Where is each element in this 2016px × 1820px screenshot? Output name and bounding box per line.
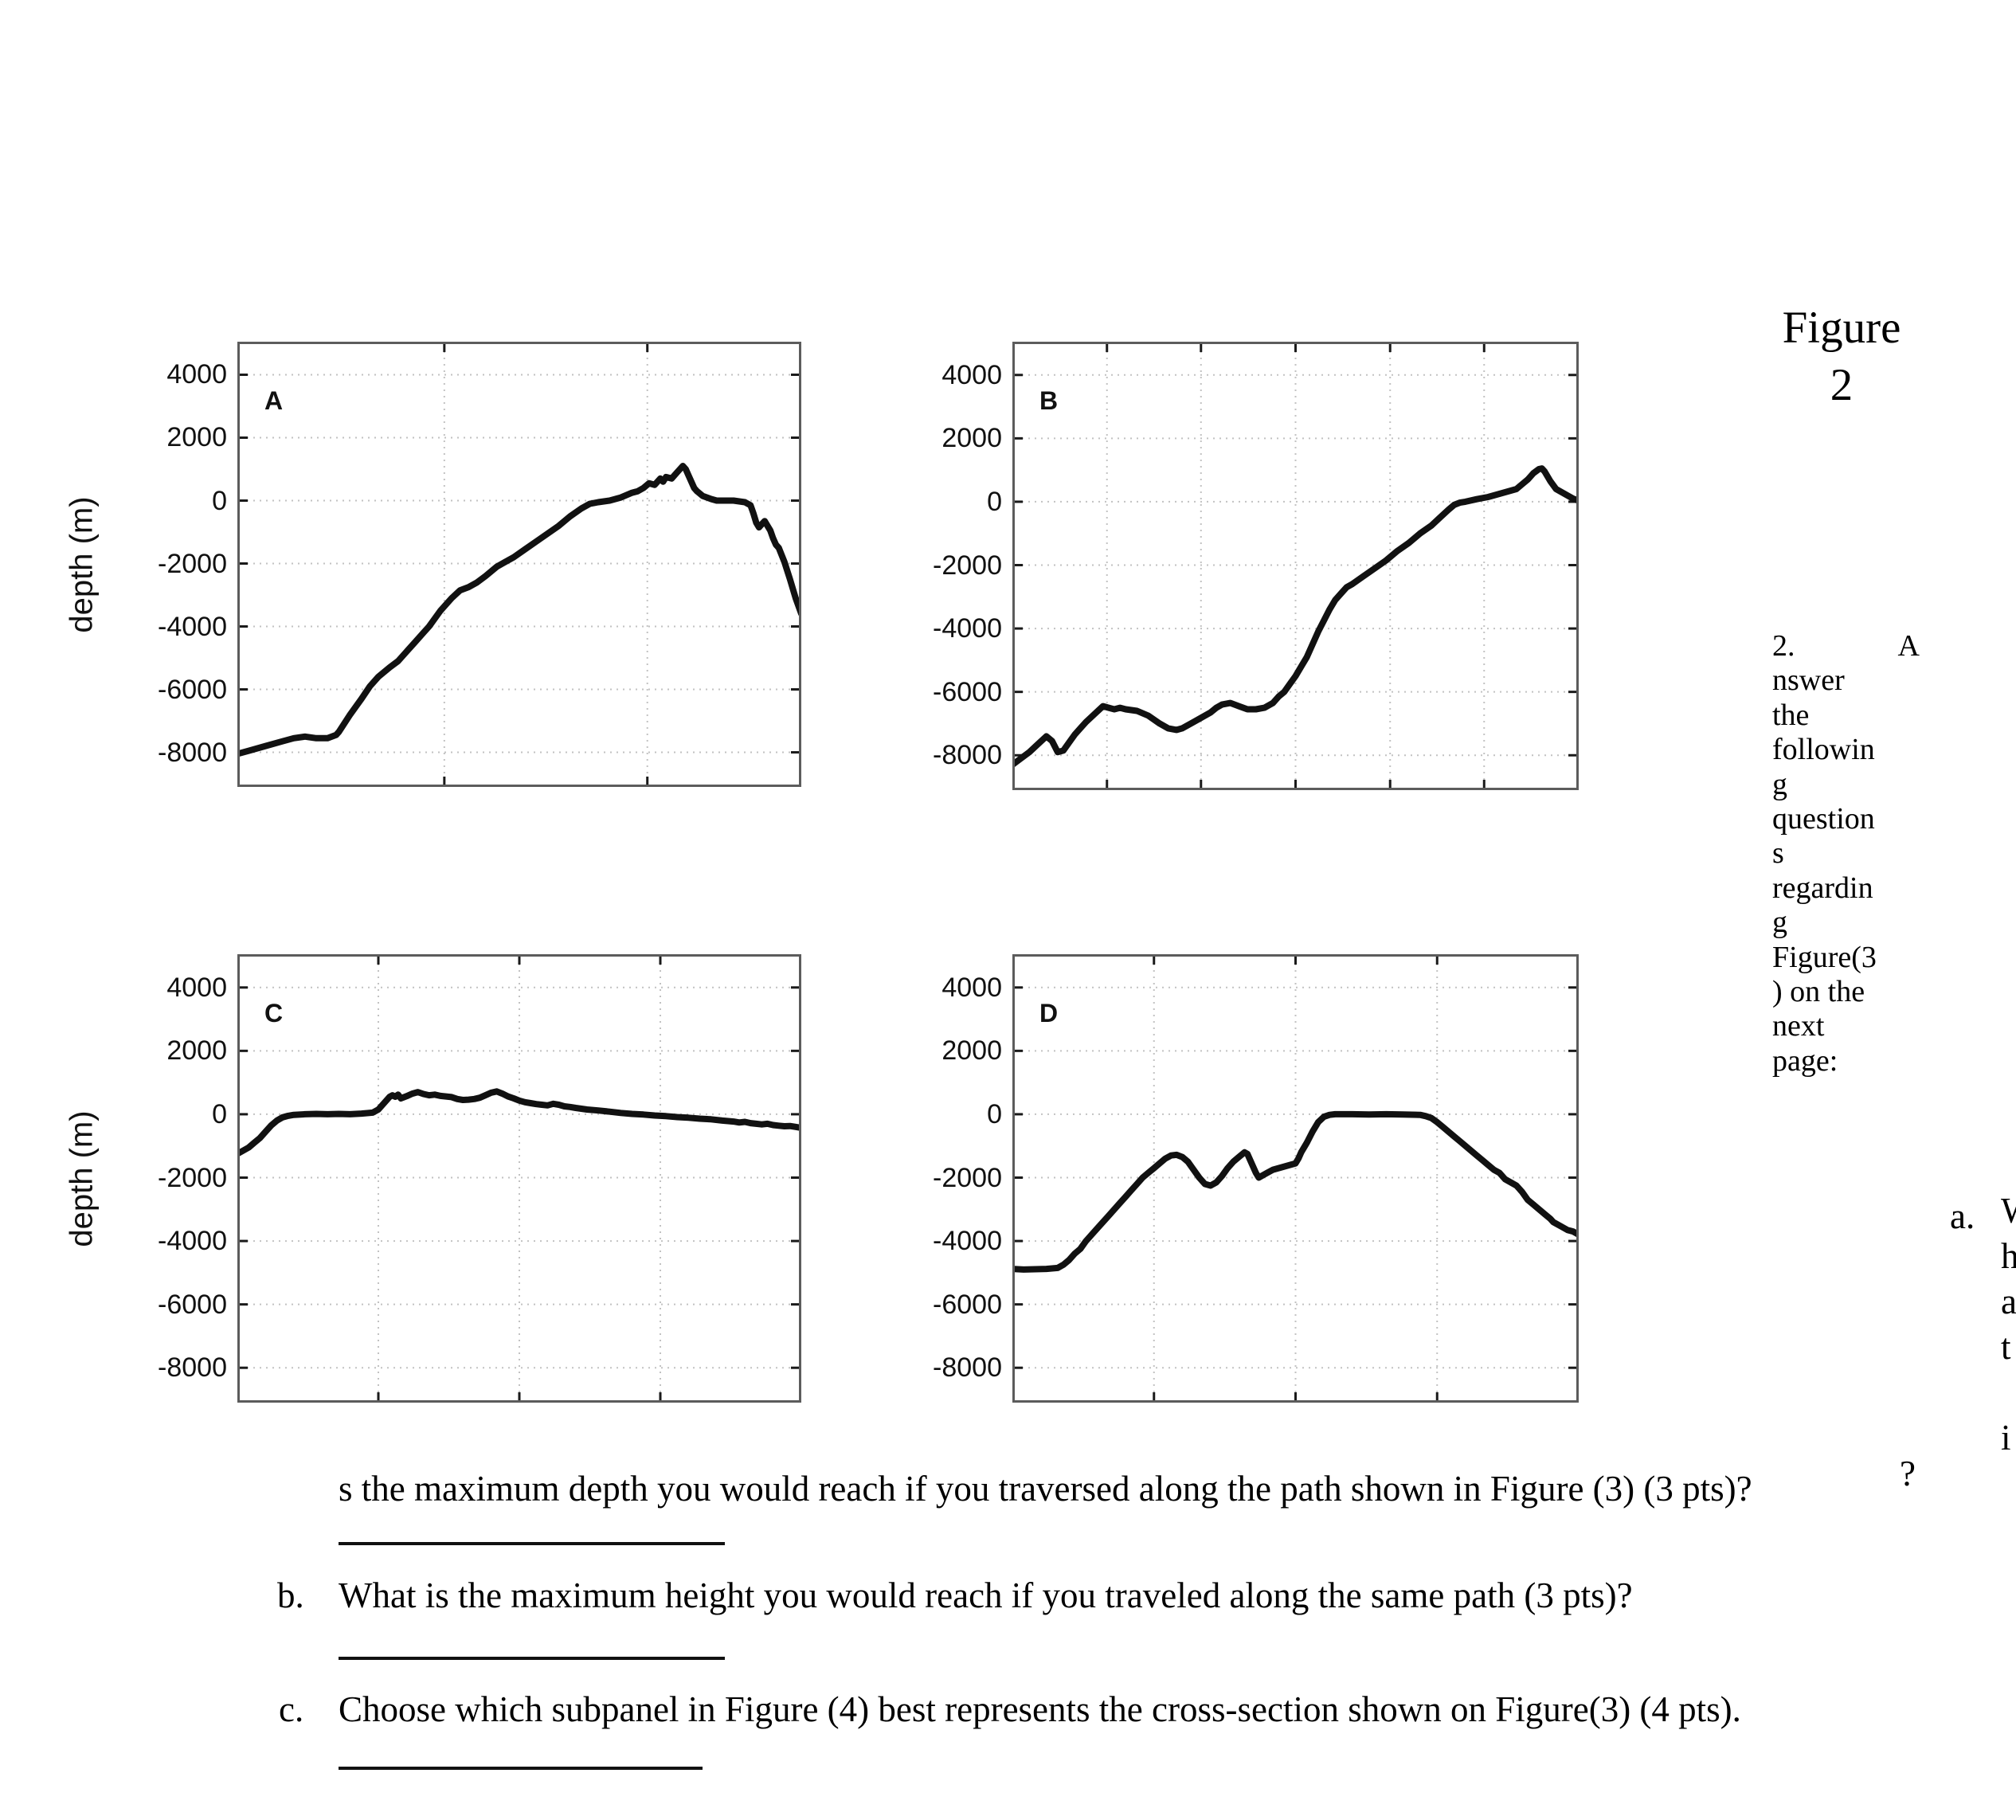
y-tick-label: -6000 — [158, 674, 227, 705]
panel-letter: C — [264, 999, 284, 1027]
y-tick-label: 2000 — [941, 1035, 1002, 1067]
panel-letter: D — [1039, 999, 1059, 1027]
side-note-line: the — [1772, 698, 1810, 732]
y-tick-label: -8000 — [158, 1352, 227, 1384]
item-a-clipped-char: a — [2001, 1282, 2016, 1321]
y-tick-label: -4000 — [933, 1226, 1002, 1257]
depth-profile-curve — [237, 463, 801, 757]
side-note-line: g — [1772, 767, 1787, 801]
y-tick-label: -2000 — [933, 550, 1002, 581]
y-tick-label: -4000 — [158, 1226, 227, 1257]
item-a-clipped-char: h — [2001, 1236, 2016, 1276]
y-tick-label: 0 — [987, 486, 1002, 517]
y-axis-label: depth (m) — [64, 495, 100, 633]
y-tick-label: -8000 — [933, 740, 1002, 771]
depth-profile-panel-b — [1012, 342, 1579, 790]
y-tick-label: 2000 — [941, 423, 1002, 454]
item-a-clipped-char: t — [2001, 1327, 2011, 1367]
y-tick-label: 2000 — [166, 1035, 227, 1067]
y-tick-label: -4000 — [933, 613, 1002, 644]
y-tick-label: 0 — [987, 1098, 1002, 1129]
side-note-lines: nswer the followin g question s regardin g Figur… — [1772, 663, 1920, 1078]
question-c-marker: c. — [279, 1689, 304, 1729]
y-tick-label: 2000 — [166, 422, 227, 453]
depth-profile-curve — [237, 1088, 801, 1157]
figure-caption: Figure 2 — [1770, 299, 1913, 414]
answer-blank-c — [339, 1767, 703, 1770]
y-tick-label: 4000 — [941, 359, 1002, 390]
side-note-line: Figure(3 — [1772, 940, 1877, 974]
side-note-line: page: — [1772, 1043, 1838, 1078]
side-note-line: g — [1772, 906, 1787, 940]
side-note-line: nswer — [1772, 663, 1845, 698]
figure-caption-word: Figure — [1782, 303, 1901, 353]
y-axis-label: depth (m) — [64, 1110, 100, 1247]
figure-caption-number: 2 — [1830, 360, 1854, 410]
depth-profile-panel-a — [237, 342, 801, 787]
y-tick-label: -4000 — [158, 611, 227, 642]
question-b: What is the maximum height you would rea… — [339, 1575, 1633, 1615]
y-tick-label: -8000 — [933, 1352, 1002, 1384]
side-note-paragraph: 2. A nswer the followin g question s regardin g… — [1772, 629, 1920, 1078]
side-note-line: regardin — [1772, 871, 1873, 905]
side-note-line: s — [1772, 836, 1784, 871]
side-note-line: next — [1772, 1009, 1825, 1043]
depth-profile-panel-c — [237, 954, 801, 1403]
item-a-marker: a. — [1950, 1196, 1975, 1236]
side-note-line: 2. A — [1772, 629, 1920, 663]
stray-question-mark: ? — [1900, 1454, 1916, 1493]
panel-letter: B — [1039, 386, 1059, 415]
answer-blank-a — [339, 1542, 725, 1545]
y-tick-label: -6000 — [933, 676, 1002, 707]
item-a-clipped-char: W — [2001, 1190, 2016, 1231]
y-tick-label: 0 — [212, 485, 227, 516]
answer-blank-b — [339, 1657, 725, 1660]
y-tick-label: -2000 — [933, 1162, 1002, 1193]
y-tick-label: -2000 — [158, 1162, 227, 1193]
side-note-line: ) on the — [1772, 975, 1865, 1009]
y-tick-label: 0 — [212, 1098, 227, 1129]
side-note-line: followin — [1772, 733, 1875, 767]
question-c: Choose which subpanel in Figure (4) best… — [339, 1689, 1741, 1729]
y-tick-label: -6000 — [158, 1289, 227, 1320]
y-tick-label: 4000 — [166, 972, 227, 1003]
y-tick-label: -6000 — [933, 1289, 1002, 1320]
y-tick-label: -2000 — [158, 548, 227, 579]
y-tick-label: -8000 — [158, 737, 227, 768]
side-note-first-char: A — [1897, 629, 1920, 663]
depth-profile-curve — [1012, 1110, 1579, 1273]
depth-profile-curve — [1012, 465, 1579, 769]
panel-letter: A — [264, 386, 284, 415]
list-number: 2. — [1772, 629, 1795, 663]
question-b-marker: b. — [277, 1575, 304, 1615]
y-tick-label: 4000 — [166, 359, 227, 390]
question-a-continuation: s the maximum depth you would reach if y… — [339, 1469, 1752, 1509]
side-note-line: question — [1772, 802, 1875, 836]
depth-profile-panel-d — [1012, 954, 1579, 1403]
item-a-clipped-char: i — [2001, 1418, 2011, 1458]
y-tick-label: 4000 — [941, 972, 1002, 1003]
